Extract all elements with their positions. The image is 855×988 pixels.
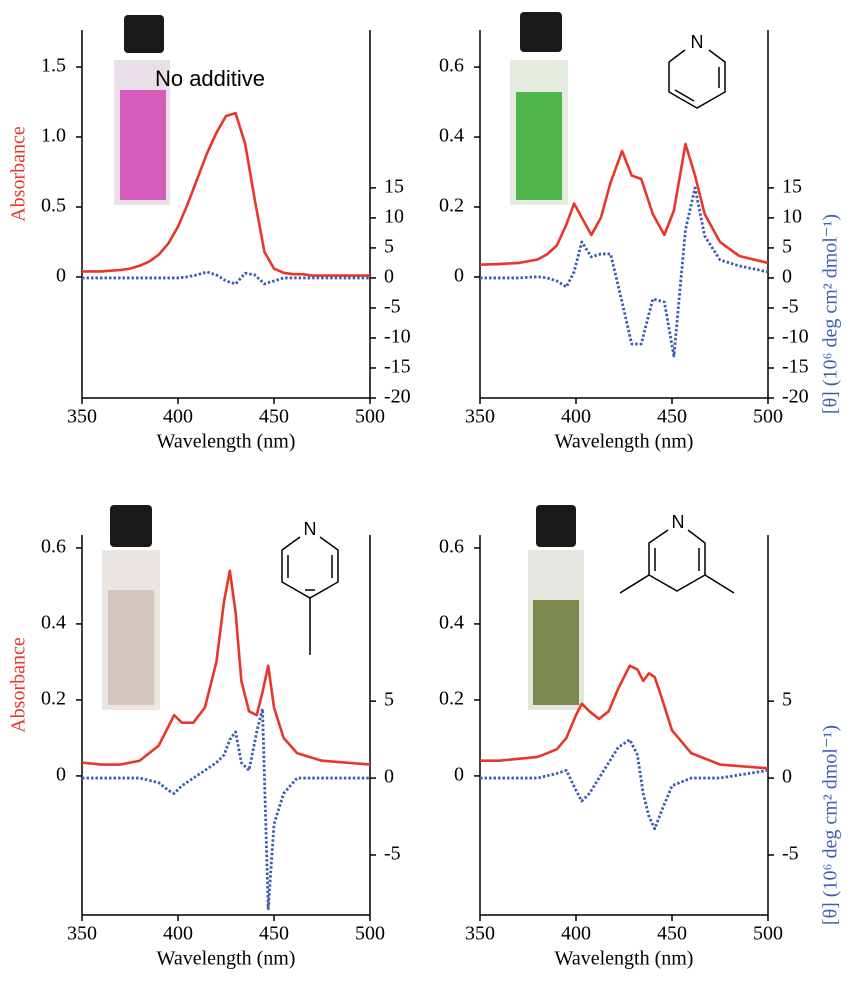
y2-tick-label: 5 (384, 236, 394, 258)
y2-axis-label: [θ] (10⁶ deg cm² dmol⁻¹) (820, 725, 842, 925)
y2-tick-label: -10 (384, 326, 411, 348)
y-tick-label: 0.4 (439, 612, 464, 634)
y2-tick-label: -5 (782, 296, 799, 318)
y2-tick-label: -5 (384, 843, 401, 865)
y-axis-label: Absorbance (8, 637, 30, 733)
x-tick-label: 500 (753, 406, 783, 428)
y-tick-label: 1.0 (41, 125, 66, 147)
vial (510, 12, 568, 205)
x-tick-label: 500 (355, 923, 385, 945)
y2-tick-label: -15 (384, 356, 411, 378)
y2-tick-label: -5 (782, 843, 799, 865)
y-tick-label: 0.2 (439, 688, 464, 710)
absorbance-line (479, 142, 769, 267)
x-tick-label: 450 (259, 923, 289, 945)
cd-line (82, 270, 370, 286)
absorbance-line (81, 569, 371, 766)
pyridine-structure (668, 49, 726, 109)
cd-line (480, 186, 769, 358)
y2-tick-label: -10 (782, 326, 809, 348)
x-tick-label: 500 (753, 923, 783, 945)
y-tick-label: 0.4 (41, 612, 66, 634)
lutidine-structure (619, 529, 735, 594)
y2-tick-label: 0 (384, 766, 394, 788)
vial (114, 15, 170, 205)
x-tick-label: 450 (657, 923, 687, 945)
y-tick-label: 0.4 (439, 125, 464, 147)
y-tick-label: 0 (454, 265, 464, 287)
y-tick-label: 0.2 (41, 688, 66, 710)
x-tick-label: 450 (259, 406, 289, 428)
annotation: N (691, 32, 704, 52)
x-axis-label: Wavelength (nm) (157, 431, 296, 453)
y-tick-label: 0 (454, 764, 464, 786)
x-tick-label: 500 (355, 406, 385, 428)
annotation: No additive (155, 66, 265, 91)
y2-tick-label: 0 (384, 266, 394, 288)
x-axis-label: Wavelength (nm) (555, 431, 694, 453)
absorbance-line (480, 664, 769, 770)
y2-tick-label: 15 (384, 175, 404, 197)
absorbance-line (82, 111, 370, 277)
y2-axis-label: [θ] (10⁶ deg cm² dmol⁻¹) (820, 214, 842, 414)
y-tick-label: 1.5 (41, 55, 66, 77)
annotation: N (672, 512, 685, 532)
annotation: N (304, 519, 317, 539)
x-tick-label: 350 (67, 406, 97, 428)
y2-tick-label: 0 (782, 266, 792, 288)
y2-tick-label: -20 (782, 386, 809, 408)
y2-tick-label: 15 (782, 175, 802, 197)
y-tick-label: 0.6 (439, 55, 464, 77)
x-tick-label: 400 (163, 406, 193, 428)
x-axis-label: Wavelength (nm) (555, 948, 694, 970)
y-tick-label: 0.2 (439, 195, 464, 217)
y2-tick-label: -20 (384, 386, 411, 408)
picoline-structure (281, 536, 339, 655)
y2-tick-label: 5 (384, 689, 394, 711)
x-tick-label: 350 (67, 923, 97, 945)
y-axis-label: Absorbance (8, 126, 30, 222)
y2-tick-label: -15 (782, 356, 809, 378)
y-tick-label: 0 (56, 764, 66, 786)
x-tick-label: 350 (465, 406, 495, 428)
cd-line (82, 707, 370, 911)
y-tick-label: 0 (56, 265, 66, 287)
y2-tick-label: -5 (384, 296, 401, 318)
cd-line (480, 738, 769, 831)
y2-tick-label: 10 (384, 205, 404, 227)
x-tick-label: 400 (561, 406, 591, 428)
x-tick-label: 400 (163, 923, 193, 945)
x-tick-label: 400 (561, 923, 591, 945)
x-tick-label: 350 (465, 923, 495, 945)
y2-tick-label: 0 (782, 766, 792, 788)
y-tick-label: 0.6 (41, 536, 66, 558)
x-tick-label: 450 (657, 406, 687, 428)
vial (528, 505, 584, 710)
x-axis-label: Wavelength (nm) (157, 948, 296, 970)
y2-tick-label: 10 (782, 205, 802, 227)
vial (102, 505, 160, 710)
y2-tick-label: 5 (782, 236, 792, 258)
y-tick-label: 0.5 (41, 195, 66, 217)
y2-tick-label: 5 (782, 689, 792, 711)
y-tick-label: 0.6 (439, 536, 464, 558)
